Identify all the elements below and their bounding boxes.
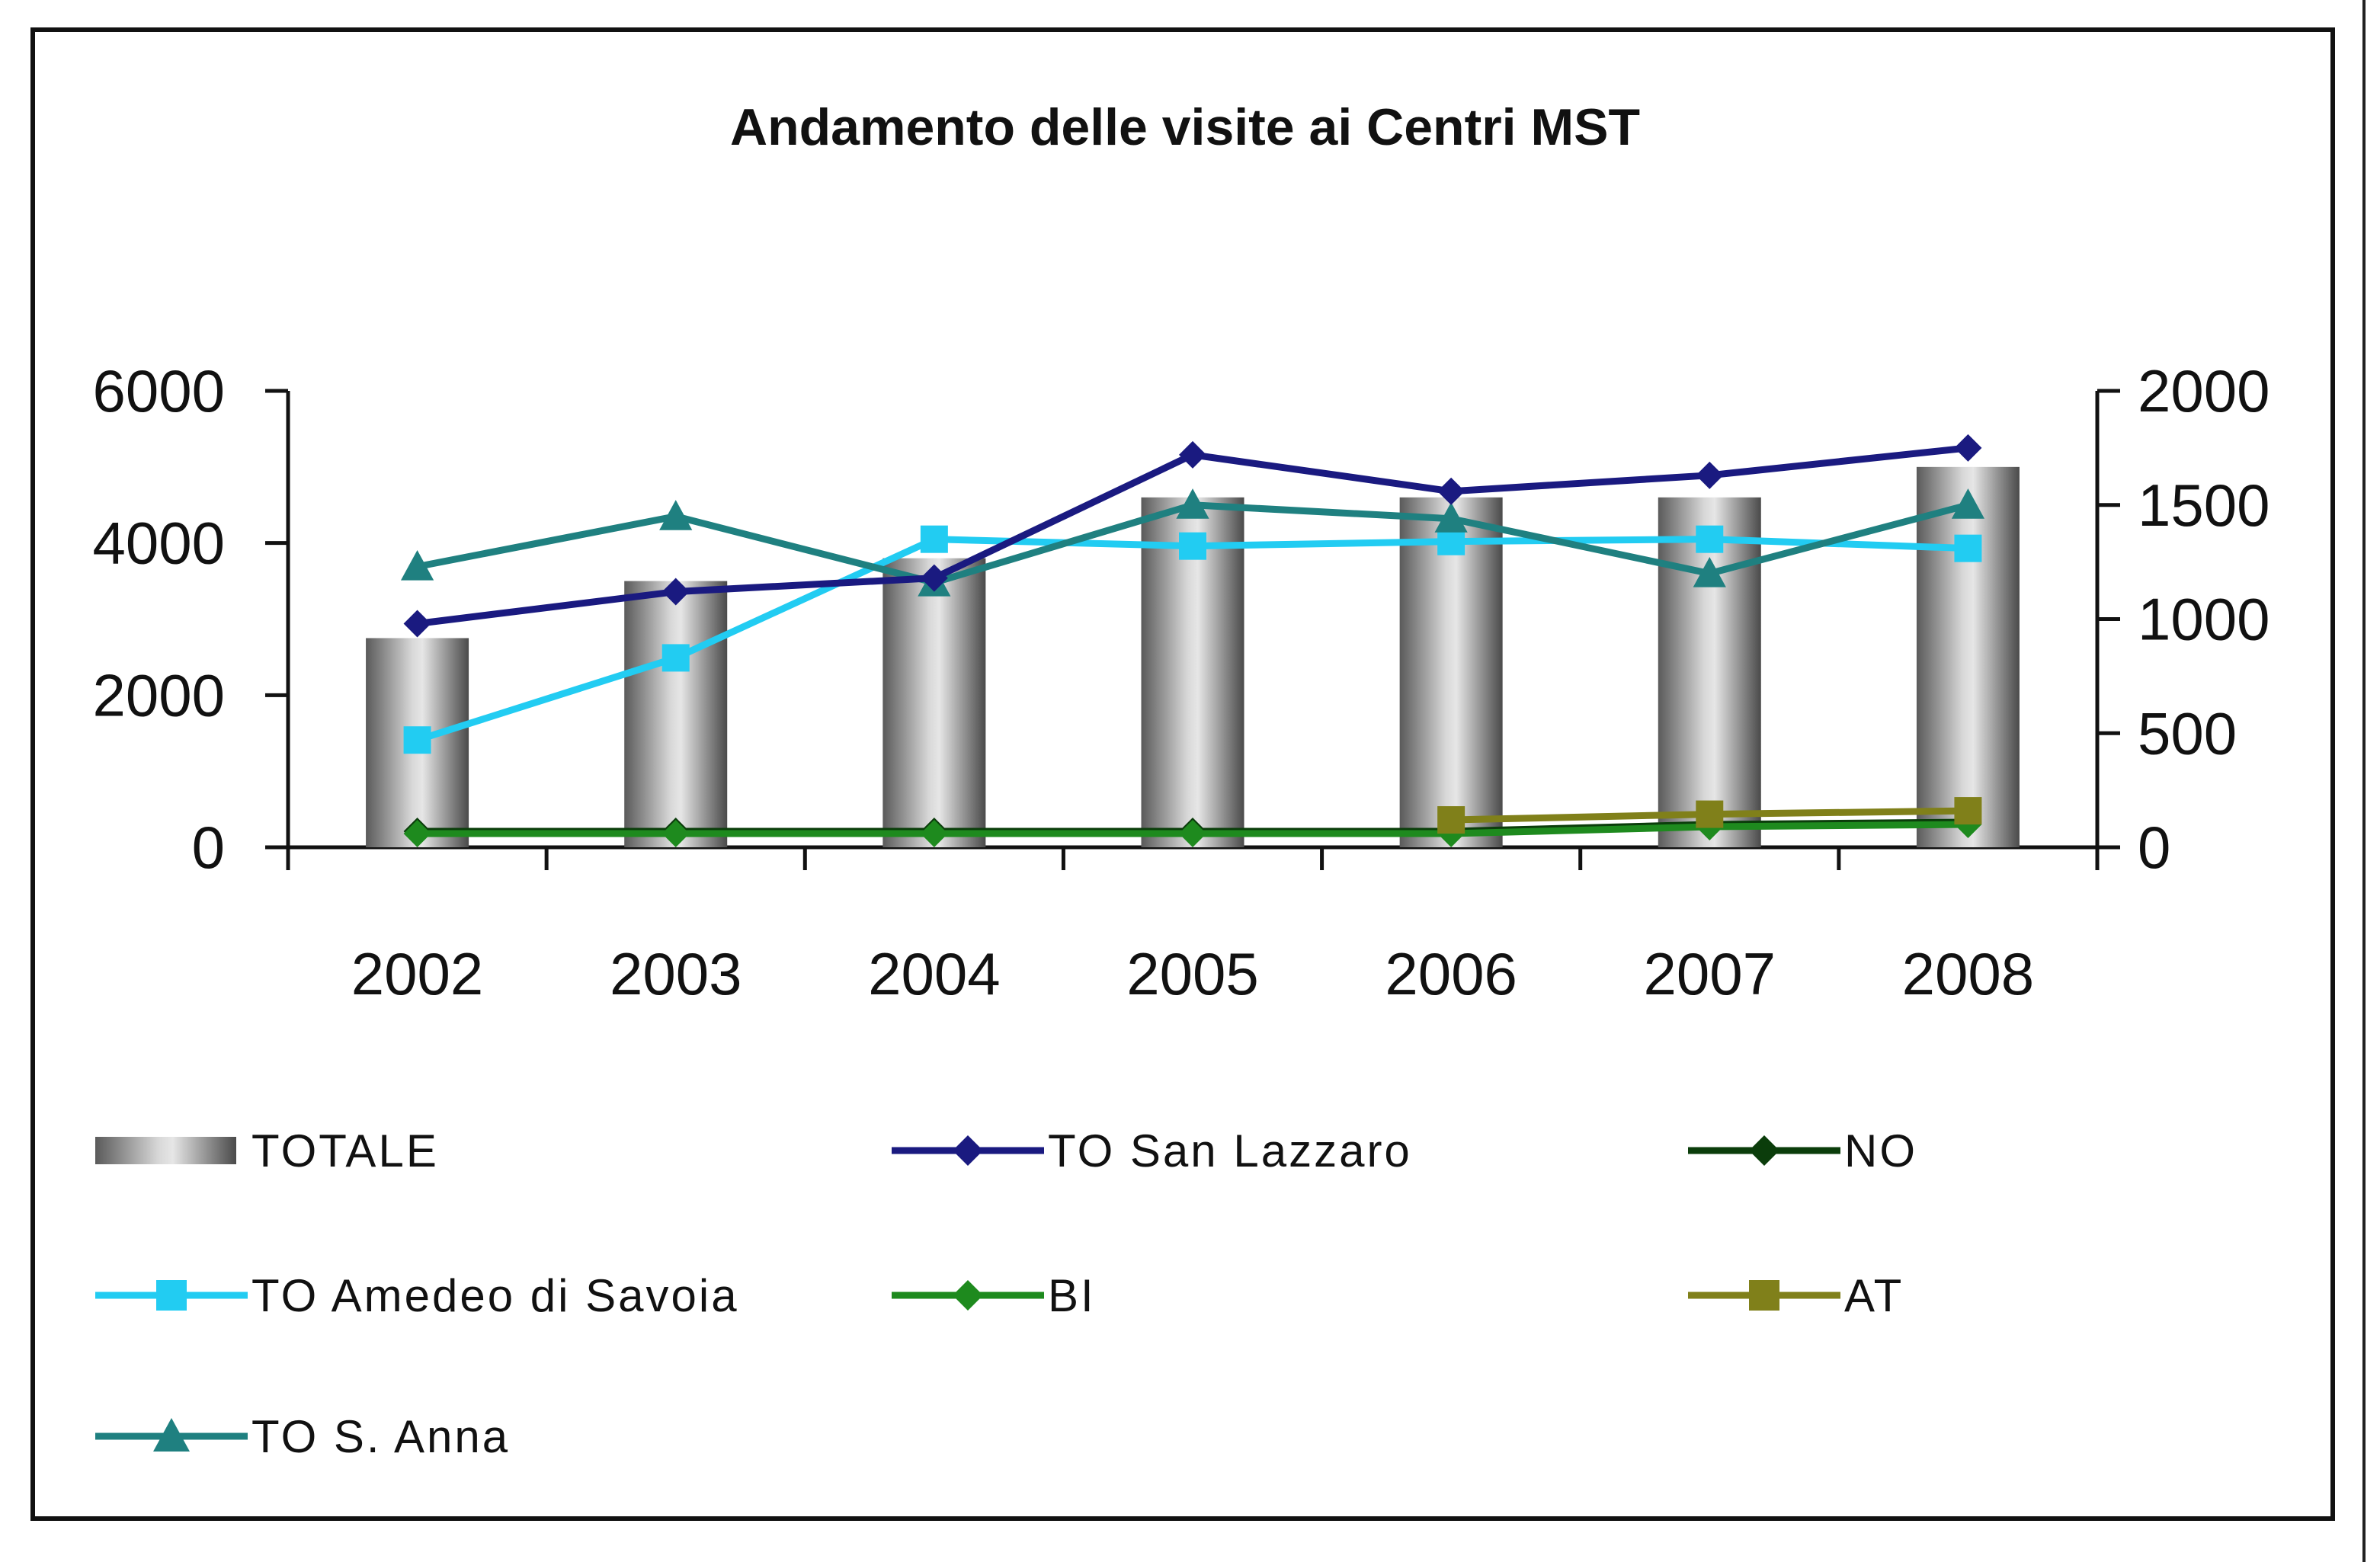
point-at: [1437, 806, 1465, 834]
x-tick-label: 2006: [1385, 940, 1517, 1007]
point-to-s-anna: [659, 500, 693, 530]
point-to-san-lazzaro: [1954, 434, 1982, 462]
legend-marker-bi: [953, 1280, 983, 1311]
point-to-san-lazzaro: [1179, 440, 1206, 469]
point-bi: [1179, 820, 1206, 848]
legend-label-to-san-lazzaro: TO San Lazzaro: [1048, 1125, 1412, 1176]
point-to-amedeo-di-savoia: [1954, 534, 1982, 562]
legend-label-at: AT: [1844, 1270, 1904, 1321]
point-to-san-lazzaro: [1696, 461, 1724, 489]
point-to-s-anna: [1434, 502, 1468, 533]
point-to-s-anna: [400, 550, 434, 581]
legend-label-no: NO: [1844, 1125, 1917, 1176]
point-to-amedeo-di-savoia: [403, 726, 431, 754]
point-at: [1696, 800, 1724, 828]
right-tick-label: 500: [2138, 699, 2237, 767]
x-tick-label: 2005: [1126, 940, 1259, 1007]
left-tick-label: 2000: [92, 661, 225, 728]
point-to-amedeo-di-savoia: [1179, 532, 1206, 560]
x-tick-label: 2003: [610, 940, 742, 1007]
point-bi: [661, 820, 690, 848]
point-to-s-anna: [1176, 488, 1209, 519]
right-tick-label: 0: [2138, 814, 2170, 881]
x-tick-label: 2008: [1902, 940, 2035, 1007]
point-bi: [403, 820, 431, 848]
x-tick-label: 2004: [868, 940, 1001, 1007]
x-tick-label: 2002: [351, 940, 484, 1007]
point-to-s-anna: [1951, 488, 1985, 519]
point-to-amedeo-di-savoia: [661, 644, 690, 672]
point-to-san-lazzaro: [920, 564, 948, 592]
legend-swatch-totale: [95, 1137, 236, 1164]
x-tick-label: 2007: [1644, 940, 1776, 1007]
legend-label-bi: BI: [1048, 1270, 1096, 1321]
bar-totale: [1658, 497, 1761, 847]
legend-marker-at: [1749, 1280, 1779, 1311]
legend-marker-to-s-anna: [153, 1418, 190, 1452]
point-to-s-anna: [1693, 557, 1726, 587]
legend-label-totale: TOTALE: [251, 1125, 439, 1176]
right-tick-label: 2000: [2138, 357, 2270, 424]
legend-label-to-s-anna: TO S. Anna: [251, 1411, 510, 1462]
legend-label-to-amedeo-di-savoia: TO Amedeo di Savoia: [251, 1270, 739, 1321]
legend-marker-to-san-lazzaro: [953, 1135, 983, 1166]
left-tick-label: 6000: [92, 357, 225, 424]
point-to-amedeo-di-savoia: [920, 525, 948, 553]
bar-totale: [1916, 466, 2020, 847]
point-to-san-lazzaro: [661, 578, 690, 606]
legend-marker-to-amedeo-di-savoia: [156, 1280, 187, 1311]
chart-title: Andamento delle visite ai Centri MST: [730, 98, 1640, 156]
right-tick-label: 1000: [2138, 586, 2270, 653]
point-bi: [920, 820, 948, 848]
bar-totale: [882, 558, 986, 847]
window-edge: [2362, 0, 2380, 1562]
left-tick-label: 4000: [92, 510, 225, 577]
legend-marker-no: [1749, 1135, 1779, 1166]
point-to-san-lazzaro: [403, 610, 431, 638]
bar-totale: [1399, 497, 1503, 847]
left-tick-label: 0: [192, 814, 225, 881]
bar-totale: [624, 581, 728, 847]
point-to-amedeo-di-savoia: [1696, 525, 1724, 553]
point-at: [1954, 797, 1982, 825]
right-tick-label: 1500: [2138, 472, 2270, 539]
point-to-san-lazzaro: [1437, 477, 1465, 505]
